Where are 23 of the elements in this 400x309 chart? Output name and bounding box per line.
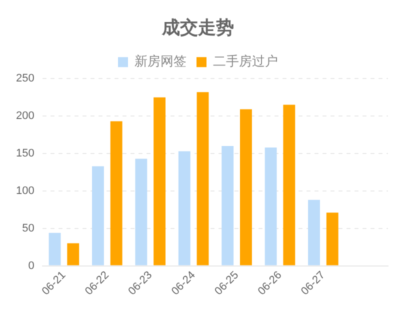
bar (264, 147, 277, 266)
bar (110, 121, 122, 266)
y-tick-label: 0 (28, 260, 34, 272)
y-tick-label: 100 (16, 184, 34, 197)
legend-label: 二手房过户 (213, 53, 278, 70)
bar (48, 232, 61, 266)
bar (283, 104, 296, 266)
y-tick-label: 200 (16, 110, 34, 122)
bar (154, 97, 166, 266)
legend-label: 新房网签 (134, 53, 186, 70)
bar (67, 243, 80, 266)
bar (308, 200, 320, 266)
chart-title: 成交走势 (161, 17, 234, 38)
bar (92, 166, 104, 266)
y-tick-label: 150 (16, 148, 34, 160)
bar (135, 158, 148, 266)
y-tick-label: 50 (22, 222, 34, 234)
bar (222, 146, 234, 266)
y-tick-label: 250 (16, 72, 34, 85)
bar (240, 109, 252, 266)
bar (178, 151, 190, 266)
bar (326, 212, 338, 266)
bar (196, 92, 209, 266)
